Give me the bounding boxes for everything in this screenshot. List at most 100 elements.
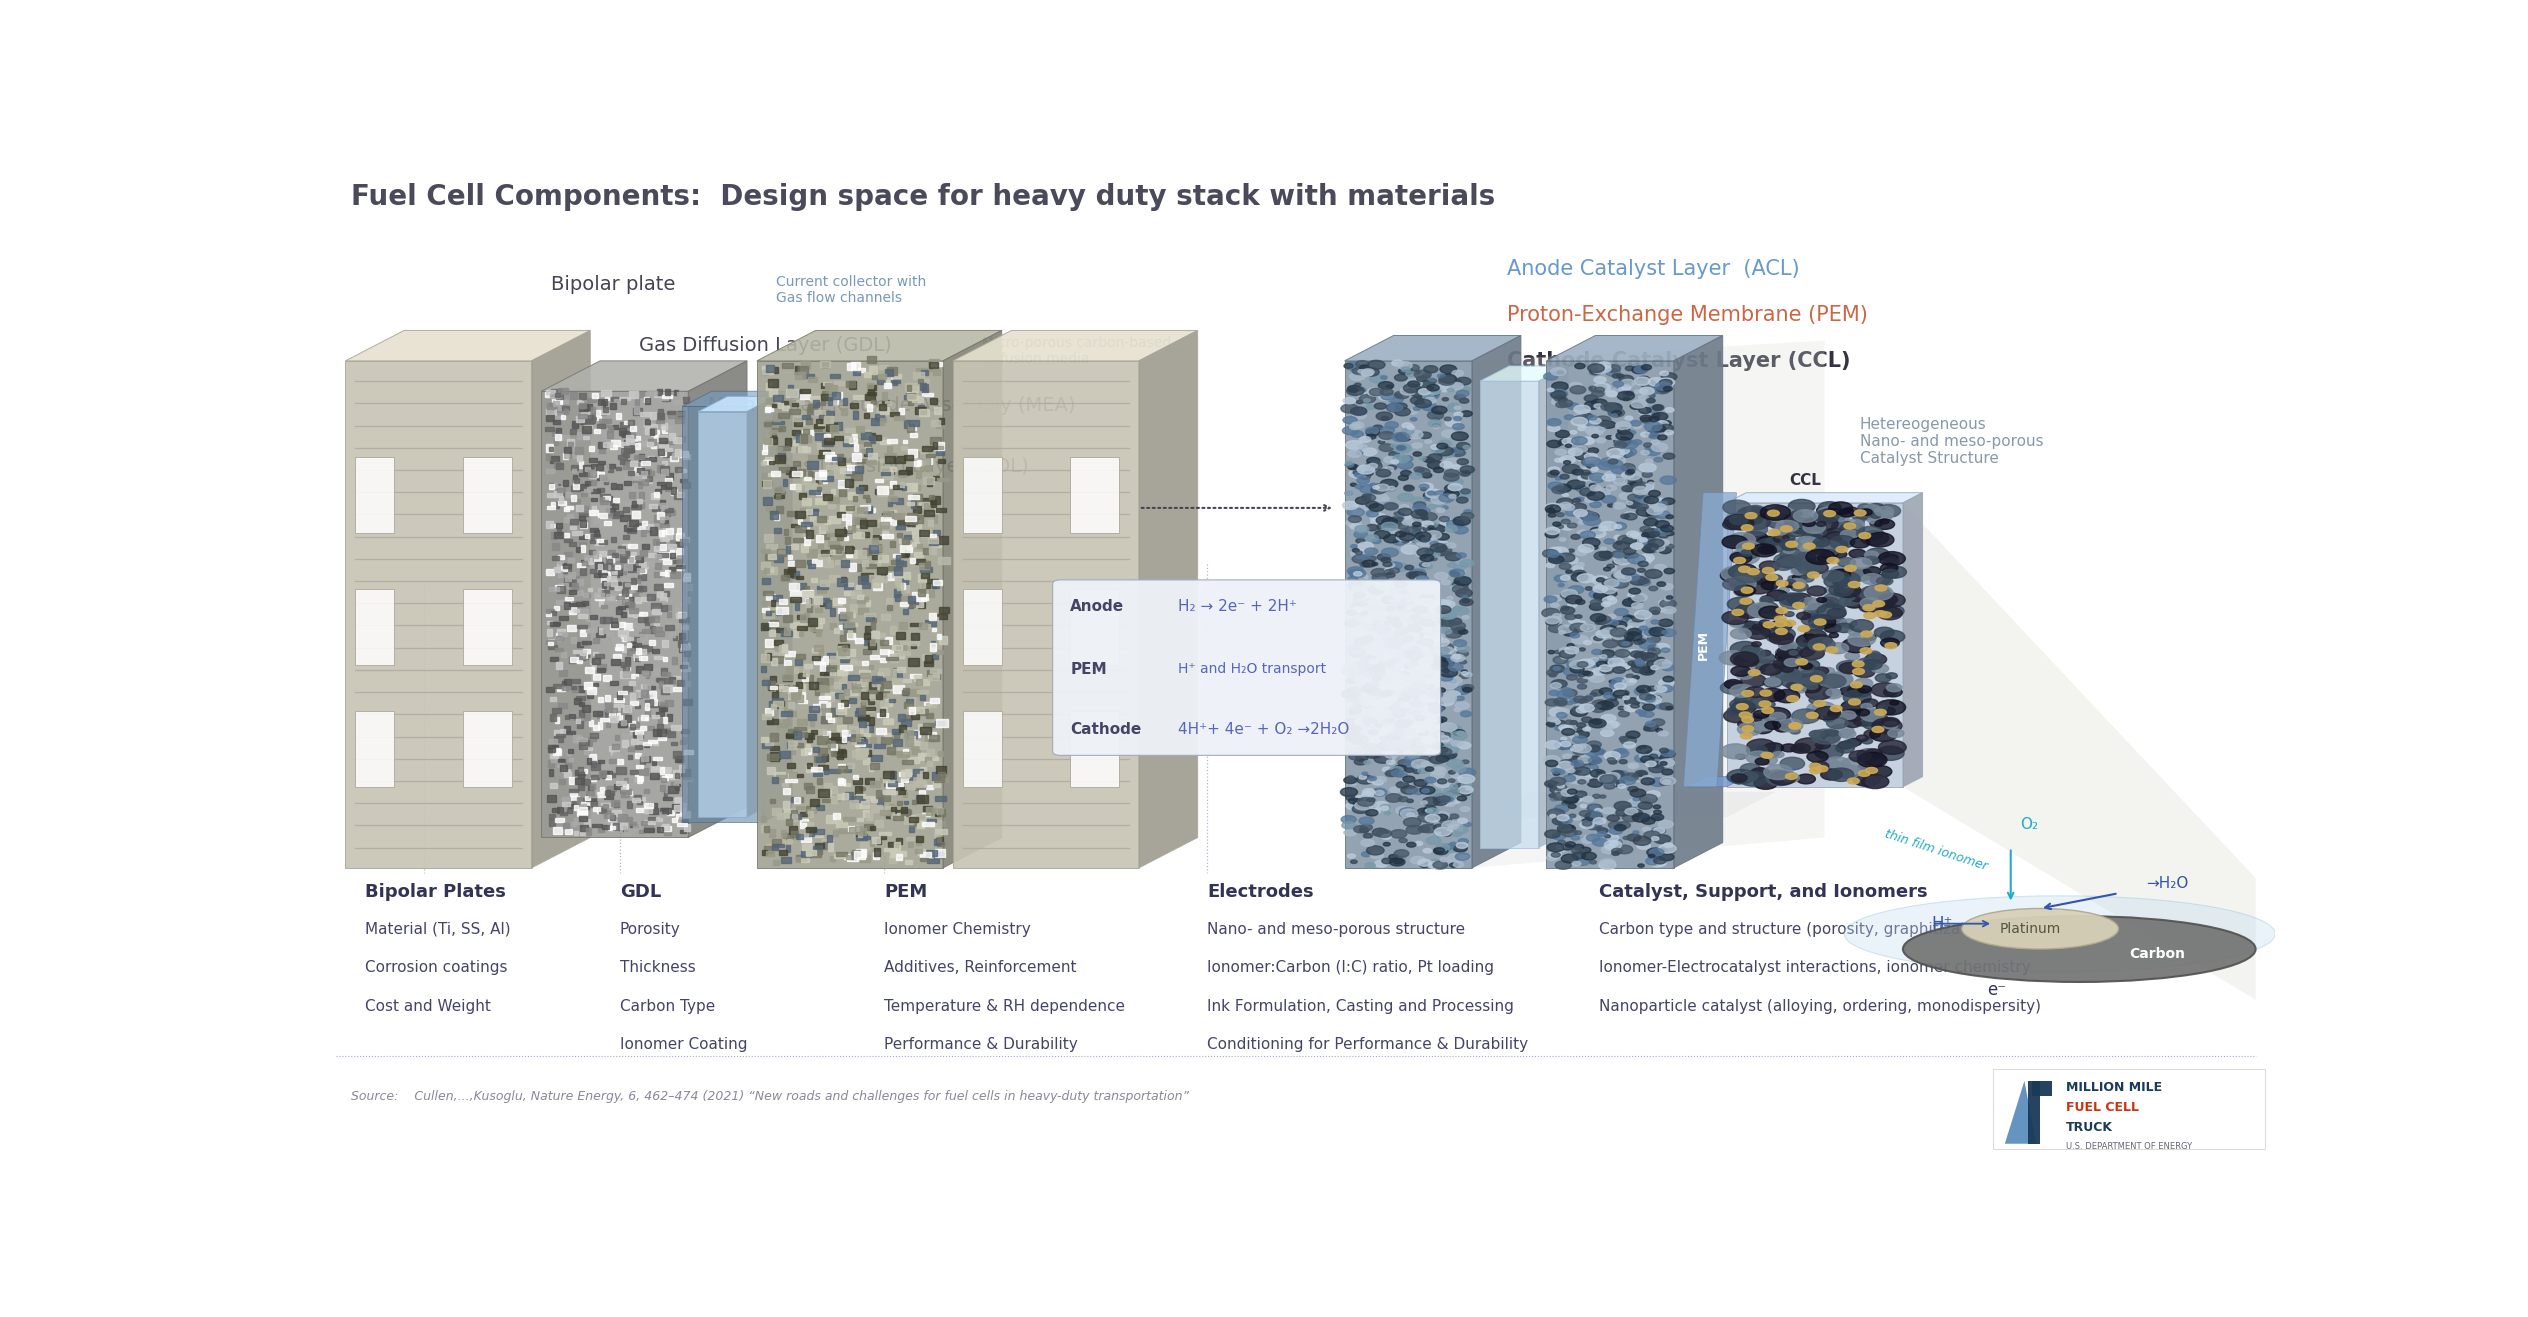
Circle shape <box>1605 365 1620 373</box>
Bar <box>870 620 875 628</box>
Bar <box>640 471 647 475</box>
Bar <box>854 849 860 853</box>
Bar <box>928 732 935 738</box>
Circle shape <box>1347 516 1360 523</box>
Circle shape <box>1608 408 1626 417</box>
Circle shape <box>1385 568 1398 574</box>
Circle shape <box>1431 661 1446 670</box>
Bar <box>796 560 804 568</box>
Bar <box>935 420 943 428</box>
Circle shape <box>1350 524 1360 529</box>
Bar <box>624 705 629 712</box>
Bar <box>597 424 607 428</box>
Bar <box>660 705 665 711</box>
Bar <box>556 557 564 562</box>
Bar <box>774 701 784 706</box>
Bar <box>844 583 854 589</box>
Circle shape <box>1456 497 1469 503</box>
Circle shape <box>1737 723 1762 736</box>
Bar <box>872 677 882 684</box>
Bar <box>900 544 913 552</box>
Circle shape <box>1722 611 1749 624</box>
Bar <box>662 657 667 661</box>
Circle shape <box>1762 707 1790 723</box>
Bar <box>576 416 584 421</box>
Circle shape <box>1403 485 1413 490</box>
Circle shape <box>1661 525 1674 532</box>
Circle shape <box>1797 533 1825 547</box>
Bar <box>680 668 690 672</box>
Bar <box>650 820 655 824</box>
Circle shape <box>1567 789 1577 794</box>
Bar <box>662 398 670 402</box>
Circle shape <box>1638 864 1643 867</box>
Bar <box>799 445 806 452</box>
Circle shape <box>1600 714 1615 722</box>
Bar <box>880 644 890 648</box>
Bar <box>546 612 551 616</box>
Circle shape <box>1583 697 1593 701</box>
Text: Material (Ti, SS, Al): Material (Ti, SS, Al) <box>364 922 511 936</box>
Circle shape <box>1413 607 1421 612</box>
Circle shape <box>1722 681 1744 694</box>
Bar <box>680 788 688 794</box>
Bar <box>796 576 804 579</box>
Bar <box>887 511 892 516</box>
Circle shape <box>1426 766 1433 772</box>
Bar <box>877 544 882 552</box>
Circle shape <box>1560 648 1570 653</box>
Bar <box>594 639 599 643</box>
Bar <box>844 436 852 443</box>
Circle shape <box>1370 701 1380 706</box>
Bar <box>556 807 564 813</box>
Bar <box>776 494 779 499</box>
Circle shape <box>1406 379 1423 387</box>
Circle shape <box>1787 682 1800 689</box>
Circle shape <box>1598 831 1608 836</box>
Bar <box>814 471 827 479</box>
Circle shape <box>1845 529 1861 539</box>
Circle shape <box>1378 440 1385 444</box>
Circle shape <box>1570 661 1585 669</box>
Bar <box>887 842 897 847</box>
Bar <box>910 827 913 832</box>
Bar <box>549 769 554 776</box>
Circle shape <box>1772 527 1787 535</box>
Circle shape <box>1433 652 1441 656</box>
Circle shape <box>1818 502 1840 514</box>
Bar <box>549 744 556 749</box>
Circle shape <box>1732 701 1757 714</box>
Circle shape <box>1782 744 1797 752</box>
Circle shape <box>1461 577 1471 583</box>
Bar <box>635 732 642 738</box>
Bar <box>586 419 592 424</box>
Circle shape <box>1605 722 1618 728</box>
Circle shape <box>1433 847 1449 855</box>
Circle shape <box>1368 798 1375 802</box>
Bar <box>640 493 645 499</box>
Bar <box>597 586 602 593</box>
Circle shape <box>1583 852 1595 860</box>
Bar <box>779 656 784 658</box>
Bar <box>900 470 910 474</box>
Bar <box>683 824 690 831</box>
Circle shape <box>1638 711 1646 715</box>
Circle shape <box>1873 718 1901 734</box>
Circle shape <box>1610 633 1618 639</box>
Bar <box>791 622 801 628</box>
Circle shape <box>1575 511 1593 520</box>
Bar <box>670 677 675 682</box>
Circle shape <box>1401 786 1418 794</box>
Circle shape <box>1398 475 1408 481</box>
Circle shape <box>1724 709 1749 723</box>
Circle shape <box>1347 387 1358 392</box>
Bar <box>599 570 607 574</box>
Bar <box>910 558 915 562</box>
Bar <box>604 627 609 632</box>
Bar <box>839 778 844 785</box>
Bar <box>645 710 650 715</box>
Bar <box>624 564 629 568</box>
Bar <box>675 494 683 499</box>
Circle shape <box>1620 703 1638 712</box>
Bar <box>928 749 933 757</box>
